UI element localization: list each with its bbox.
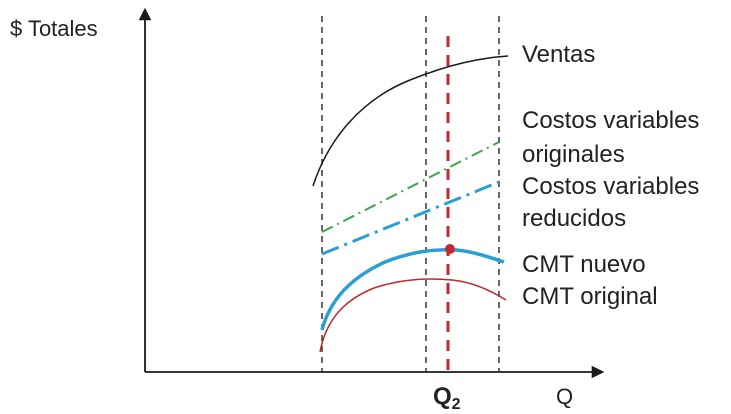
cmt-nuevo-label: CMT nuevo [522,251,646,278]
ventas-curve [312,55,509,187]
y-axis-label: $ Totales [10,16,98,41]
cmt-original-curve [319,278,507,353]
cv-originales-label-line2: originales [522,141,625,168]
q2-label-subscript: 2 [452,396,461,413]
x-axis-label: Q [556,384,573,409]
cv-reducidos-label-line1: Costos variables [522,173,699,200]
ventas-label: Ventas [522,41,595,68]
cmt-nuevo-curve [320,247,505,331]
cmt-original-label: CMT original [522,283,658,310]
cv-originales-label-line1: Costos variables [522,107,699,134]
q2-label-main: Q [433,383,452,410]
cv-reducidos-label-line2: reducidos [522,205,626,232]
q2-label: Q2 [433,383,461,413]
q2-point [445,244,455,254]
cv-originales-line [321,141,500,233]
